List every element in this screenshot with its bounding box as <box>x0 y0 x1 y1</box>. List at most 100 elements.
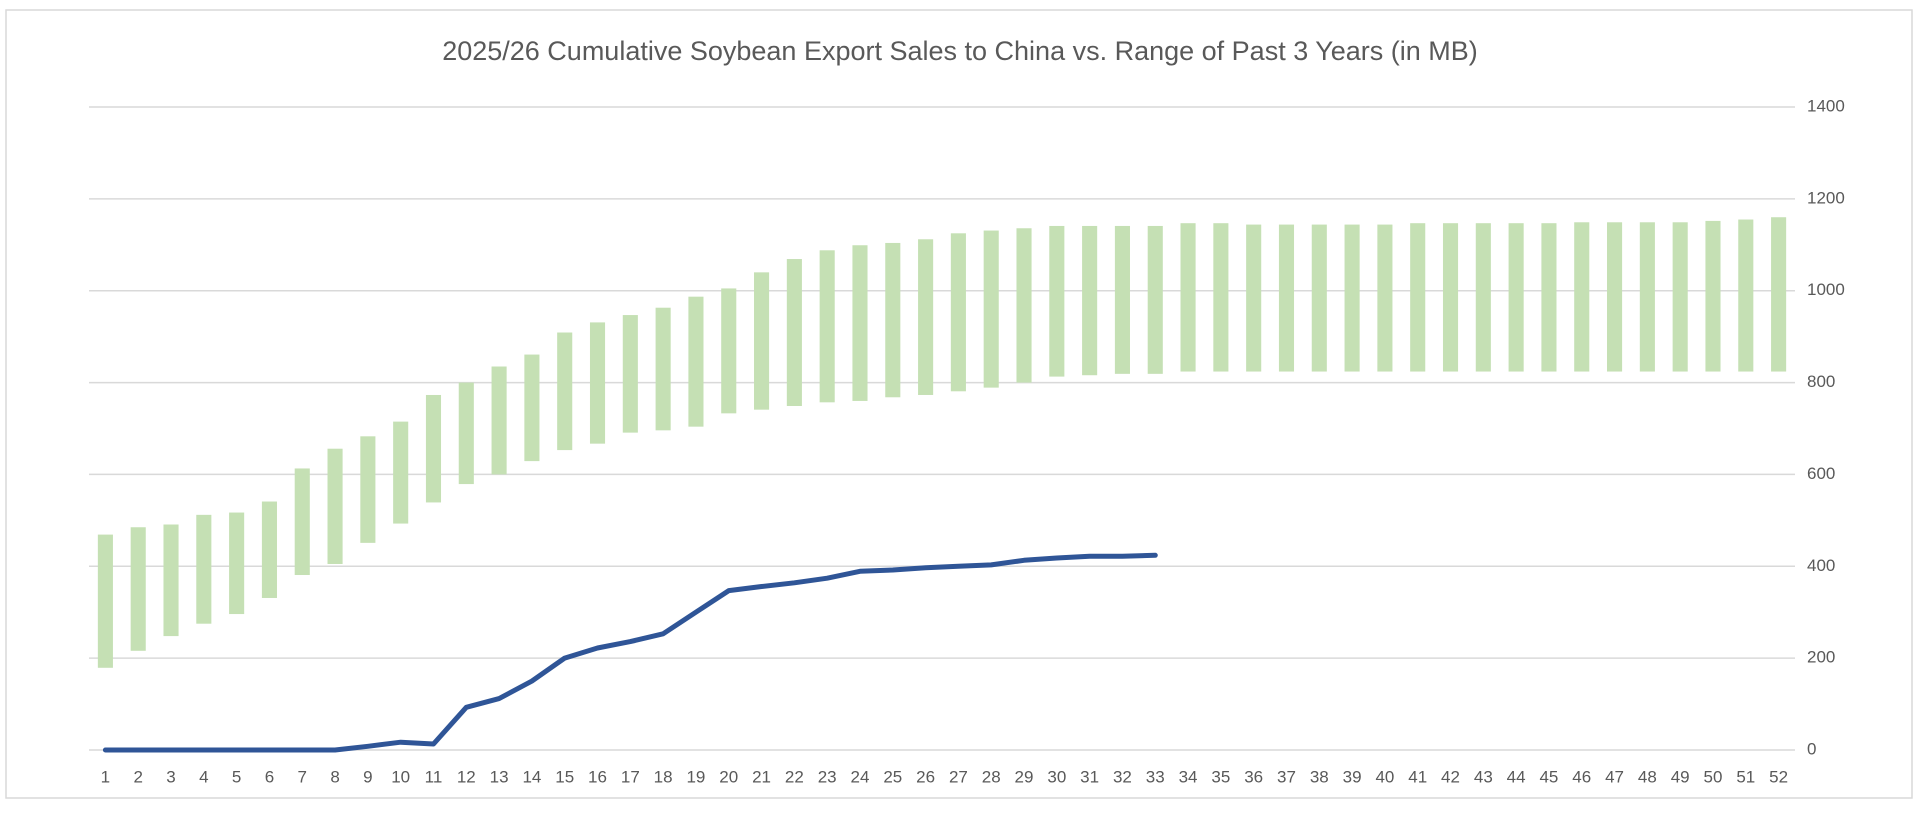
range-bar <box>1541 223 1557 372</box>
x-tick-label: 10 <box>391 767 410 786</box>
x-tick-label: 45 <box>1539 767 1558 786</box>
x-tick-label: 18 <box>654 767 673 786</box>
chart-title: 2025/26 Cumulative Soybean Export Sales … <box>442 36 1478 66</box>
range-bar <box>1213 223 1229 372</box>
range-bar <box>163 524 179 637</box>
range-bar <box>491 366 507 475</box>
range-bar <box>655 307 671 431</box>
range-bar <box>852 245 868 401</box>
range-bar <box>1574 222 1590 372</box>
x-tick-label: 8 <box>330 767 339 786</box>
x-tick-label: 2 <box>133 767 142 786</box>
range-bar <box>458 382 474 485</box>
x-tick-label: 31 <box>1080 767 1099 786</box>
x-tick-label: 12 <box>457 767 476 786</box>
x-tick-label: 7 <box>298 767 307 786</box>
range-bar <box>425 394 442 503</box>
x-tick-label: 35 <box>1211 767 1230 786</box>
x-tick-label: 29 <box>1015 767 1034 786</box>
x-tick-label: 24 <box>851 767 870 786</box>
range-bar <box>1771 217 1787 372</box>
x-tick-label: 21 <box>752 767 771 786</box>
range-bar <box>1246 224 1262 372</box>
range-bar <box>130 527 146 651</box>
range-bar <box>1311 224 1327 372</box>
range-bar <box>1344 224 1360 372</box>
x-tick-label: 37 <box>1277 767 1296 786</box>
range-bar <box>524 354 540 462</box>
x-tick-label: 16 <box>588 767 607 786</box>
x-tick-label: 34 <box>1179 767 1198 786</box>
range-bar <box>1180 223 1196 372</box>
range-bar <box>1377 224 1393 372</box>
range-bar <box>196 514 212 624</box>
y-tick-label: 600 <box>1807 464 1835 483</box>
range-bar <box>1639 222 1655 372</box>
x-tick-label: 15 <box>555 767 574 786</box>
range-bar <box>261 501 277 598</box>
x-tick-label: 49 <box>1671 767 1690 786</box>
range-bar <box>1508 223 1524 372</box>
x-tick-label: 41 <box>1408 767 1427 786</box>
y-tick-label: 1400 <box>1807 96 1845 115</box>
range-bar <box>1672 222 1688 372</box>
y-tick-label: 1200 <box>1807 188 1845 207</box>
x-tick-label: 46 <box>1572 767 1591 786</box>
chart-border <box>5 9 1913 799</box>
x-tick-label: 33 <box>1146 767 1165 786</box>
range-bar <box>557 332 573 451</box>
x-tick-label: 44 <box>1507 767 1526 786</box>
range-bar <box>1016 228 1032 383</box>
range-bar <box>983 230 999 388</box>
y-tick-label: 0 <box>1807 739 1816 758</box>
x-tick-label: 25 <box>883 767 902 786</box>
range-bar <box>1082 225 1098 376</box>
range-bar <box>754 272 770 410</box>
x-tick-label: 28 <box>982 767 1001 786</box>
range-bar <box>1147 225 1163 374</box>
range-bar <box>229 512 245 615</box>
y-tick-label: 1000 <box>1807 280 1845 299</box>
x-tick-label: 13 <box>490 767 509 786</box>
y-tick-label: 800 <box>1807 372 1835 391</box>
range-bar <box>97 534 113 668</box>
range-bar <box>1442 223 1459 372</box>
x-tick-label: 11 <box>425 767 443 786</box>
range-bar <box>1607 222 1623 372</box>
range-bar <box>1049 225 1065 377</box>
x-tick-label: 6 <box>265 767 274 786</box>
range-bar <box>589 322 606 444</box>
range-bar <box>721 288 737 414</box>
x-tick-label: 22 <box>785 767 804 786</box>
range-bar <box>294 468 310 576</box>
range-bar <box>1705 220 1721 372</box>
x-tick-label: 19 <box>686 767 705 786</box>
y-tick-label: 200 <box>1807 648 1835 667</box>
range-bar <box>1114 225 1130 374</box>
x-tick-label: 9 <box>363 767 372 786</box>
x-tick-label: 1 <box>101 767 110 786</box>
range-bar <box>327 448 343 564</box>
range-bar <box>885 242 901 398</box>
x-tick-label: 39 <box>1343 767 1362 786</box>
x-tick-label: 14 <box>522 767 541 786</box>
x-tick-label: 32 <box>1113 767 1132 786</box>
x-tick-label: 42 <box>1441 767 1460 786</box>
range-bar <box>786 259 802 406</box>
x-tick-label: 47 <box>1605 767 1624 786</box>
range-bar <box>1410 223 1426 372</box>
x-tick-label: 36 <box>1244 767 1263 786</box>
line-series <box>102 552 1158 753</box>
range-bar <box>1475 223 1491 372</box>
range-bar <box>688 296 704 427</box>
x-tick-label: 20 <box>719 767 738 786</box>
range-bar <box>1738 219 1754 372</box>
x-tick-label: 17 <box>621 767 640 786</box>
range-bar <box>1278 224 1295 372</box>
range-bar <box>819 250 835 403</box>
x-tick-label: 26 <box>916 767 935 786</box>
x-tick-label: 4 <box>199 767 208 786</box>
x-tick-label: 38 <box>1310 767 1329 786</box>
x-tick-label: 51 <box>1736 767 1755 786</box>
x-tick-label: 40 <box>1375 767 1394 786</box>
